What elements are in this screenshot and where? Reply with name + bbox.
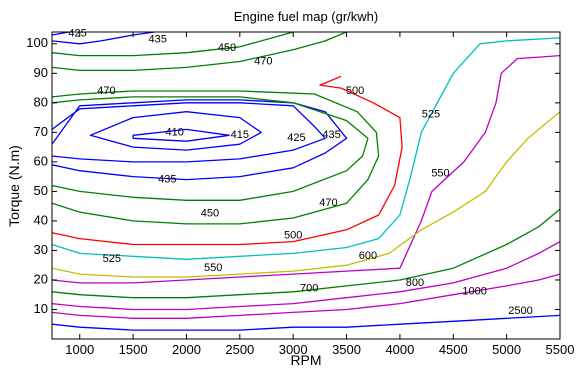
contour-line-550 <box>52 54 560 284</box>
contour-label: 425 <box>287 132 305 144</box>
x-tick-label: 1500 <box>119 342 148 357</box>
contour-label: 450 <box>218 42 236 54</box>
contour-label: 415 <box>231 129 249 141</box>
contour-label: 470 <box>319 197 337 209</box>
plot-frame <box>51 31 561 340</box>
contour-label: 435 <box>322 129 340 141</box>
contour-line-425 <box>52 102 326 163</box>
x-tick-label: 1000 <box>65 342 94 357</box>
contour-label: 470 <box>97 85 115 97</box>
contour-label: 525 <box>422 109 440 121</box>
contour-line-600 <box>52 111 560 278</box>
x-axis-title: RPM <box>290 352 321 368</box>
contour-label: 700 <box>300 283 318 295</box>
contour-label-layer: 425 435 450 470 470 500 525 410 415 425 435 550 435 4… <box>68 27 532 317</box>
y-tick-label: 50 <box>34 183 48 198</box>
x-tick-label: 4000 <box>385 342 414 357</box>
contour-line-415 <box>89 111 262 151</box>
contour-label: 600 <box>359 250 377 262</box>
contour-label: 550 <box>204 262 222 274</box>
contour-label: 435 <box>149 33 167 45</box>
x-tick-label: 5500 <box>546 342 575 357</box>
y-tick-label: 90 <box>34 65 48 80</box>
contour-line-500 <box>52 75 403 246</box>
contour-label: 550 <box>431 168 449 180</box>
contour-line-450 <box>52 96 369 201</box>
contour-line-435 <box>52 32 155 45</box>
y-tick-label: 30 <box>34 242 48 257</box>
contour-layer <box>52 32 560 331</box>
contour-label: 410 <box>166 126 184 138</box>
x-tick-label: 5000 <box>492 342 521 357</box>
contour-line-470 <box>52 32 347 72</box>
y-tick-label: 80 <box>34 94 48 109</box>
y-tick-label: 100 <box>26 35 48 50</box>
contour-label: 800 <box>406 277 424 289</box>
x-tick-label: 2000 <box>172 342 201 357</box>
x-tick-label: 3000 <box>279 342 308 357</box>
contour-line-2500 <box>52 314 560 331</box>
y-tick-label: 20 <box>34 271 48 286</box>
chart-title: Engine fuel map (gr/kwh) <box>234 9 379 24</box>
contour-label: 470 <box>254 55 272 67</box>
contour-line-700 <box>52 208 560 299</box>
x-tick-label: 4500 <box>439 342 468 357</box>
contour-line-470 <box>52 90 380 225</box>
y-axis: 10 20 30 40 50 60 70 80 90 100 <box>26 35 560 316</box>
contour-label: 500 <box>346 85 364 97</box>
y-tick-label: 70 <box>34 124 48 139</box>
contour-label: 500 <box>284 230 302 242</box>
contour-line-1000 <box>52 273 560 319</box>
contour-label: 2500 <box>508 305 532 317</box>
contour-line-435 <box>52 99 348 181</box>
contour-line-410 <box>132 128 230 142</box>
contour-line-800 <box>52 241 560 311</box>
contour-line-525 <box>52 37 560 260</box>
y-axis-title: Torque (N.m) <box>6 145 22 227</box>
contour-line-450 <box>52 32 294 57</box>
x-tick-label: 2500 <box>225 342 254 357</box>
y-tick-label: 40 <box>34 212 48 227</box>
y-tick-label: 10 <box>34 301 48 316</box>
y-tick-label: 60 <box>34 153 48 168</box>
contour-label: 450 <box>201 207 219 219</box>
contour-label: 1000 <box>462 286 486 298</box>
contour-label: 435 <box>158 174 176 186</box>
x-axis: 1000 1500 2000 2500 3000 3500 4000 4500 5000 5500 <box>65 32 574 357</box>
contour-label: 425 <box>68 27 86 39</box>
x-tick-label: 3500 <box>332 342 361 357</box>
contour-label: 525 <box>103 253 121 265</box>
